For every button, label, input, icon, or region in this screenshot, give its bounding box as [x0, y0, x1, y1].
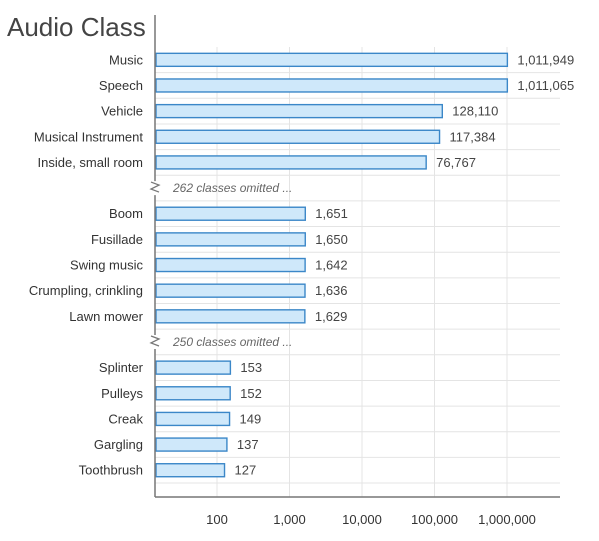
bar — [155, 411, 231, 427]
x-tick-label: 10,000 — [342, 512, 382, 527]
omitted-classes-note: 262 classes omitted ... — [172, 181, 292, 195]
category-label: Swing music — [70, 258, 143, 273]
bar — [155, 437, 228, 452]
chart-title: Audio Class — [7, 12, 146, 42]
omitted-classes-note: 250 classes omitted ... — [172, 335, 292, 349]
value-label: 127 — [235, 463, 257, 478]
category-label: Splinter — [99, 360, 144, 375]
value-label: 1,011,065 — [517, 78, 574, 93]
value-label: 1,629 — [315, 309, 348, 324]
category-label: Toothbrush — [79, 463, 143, 478]
category-label: Fusillade — [91, 232, 143, 247]
bar — [155, 155, 427, 170]
bar — [155, 386, 231, 401]
bar — [155, 232, 306, 247]
category-label: Speech — [99, 78, 143, 93]
axis-break-icon — [149, 181, 161, 193]
bar — [155, 257, 306, 273]
value-label: 153 — [240, 360, 262, 375]
x-tick-label: 1,000 — [273, 512, 306, 527]
x-tick-label: 1,000,000 — [478, 512, 536, 527]
x-tick-label: 100 — [206, 512, 228, 527]
category-label: Pulleys — [101, 386, 143, 401]
bar — [155, 206, 306, 221]
x-tick-label: 100,000 — [411, 512, 458, 527]
bar — [155, 52, 509, 68]
axis-break-icon — [149, 335, 161, 347]
value-label: 1,651 — [315, 206, 348, 221]
bar — [155, 78, 509, 93]
bar — [155, 360, 232, 375]
value-label: 1,650 — [315, 232, 348, 247]
category-label: Crumpling, crinkling — [29, 283, 143, 298]
value-label: 137 — [237, 437, 259, 452]
bar — [155, 129, 441, 144]
value-label: 117,384 — [450, 129, 496, 144]
value-label: 1,642 — [315, 258, 348, 273]
bar — [155, 103, 443, 119]
category-label: Vehicle — [101, 104, 143, 119]
value-label: 1,636 — [315, 283, 348, 298]
value-label: 128,110 — [452, 104, 498, 119]
category-label: Boom — [109, 206, 143, 221]
category-label: Creak — [108, 411, 143, 426]
value-label: 1,011,949 — [517, 52, 574, 67]
category-label: Lawn mower — [69, 309, 143, 324]
bar — [155, 283, 306, 298]
bar — [155, 463, 226, 478]
value-label: 76,767 — [436, 155, 476, 170]
value-label: 149 — [240, 411, 262, 426]
category-label: Gargling — [94, 437, 143, 452]
category-label: Music — [109, 52, 143, 67]
value-label: 152 — [240, 386, 262, 401]
category-label: Inside, small room — [38, 155, 143, 170]
category-label: Musical Instrument — [34, 129, 143, 144]
bar — [155, 309, 306, 324]
